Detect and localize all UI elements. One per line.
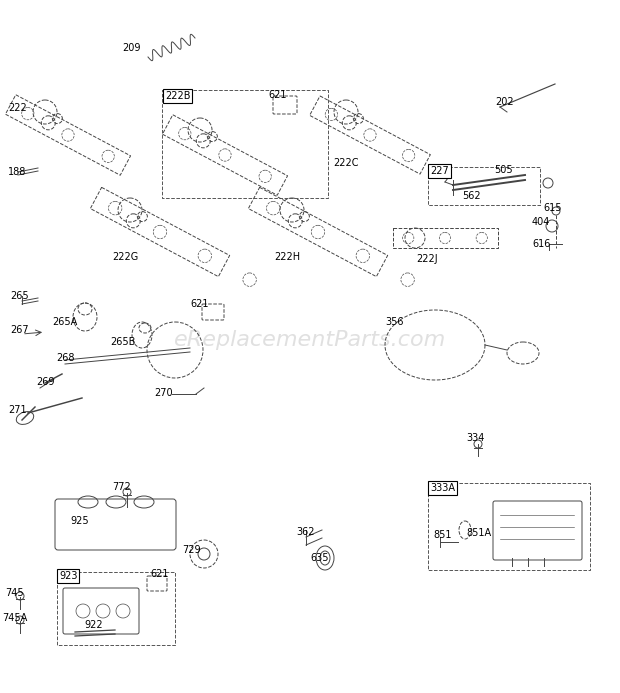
Text: 729: 729: [182, 545, 201, 555]
Text: 404: 404: [532, 217, 551, 227]
Text: 635: 635: [310, 553, 329, 563]
Text: 267: 267: [10, 325, 29, 335]
Text: 615: 615: [543, 203, 562, 213]
Text: 851: 851: [433, 530, 451, 540]
Text: 265A: 265A: [52, 317, 78, 327]
Text: 222: 222: [8, 103, 27, 113]
Text: 265B: 265B: [110, 337, 135, 347]
Text: 222H: 222H: [274, 252, 300, 262]
Text: 268: 268: [56, 353, 74, 363]
FancyBboxPatch shape: [273, 96, 297, 114]
Text: 269: 269: [36, 377, 55, 387]
Text: 925: 925: [70, 516, 89, 526]
Text: 222G: 222G: [112, 252, 138, 262]
Text: 227: 227: [430, 166, 449, 176]
Text: 270: 270: [154, 388, 172, 398]
Text: 621: 621: [190, 299, 208, 309]
FancyBboxPatch shape: [147, 576, 167, 591]
Text: 222C: 222C: [333, 158, 358, 168]
Text: 334: 334: [466, 433, 484, 443]
Text: 621: 621: [268, 90, 286, 100]
Text: 333A: 333A: [430, 483, 455, 493]
Text: 745A: 745A: [2, 613, 27, 623]
Text: 922: 922: [84, 620, 103, 630]
Text: 202: 202: [495, 97, 513, 107]
Text: 222B: 222B: [165, 91, 190, 101]
Text: 923: 923: [59, 571, 78, 581]
FancyBboxPatch shape: [493, 501, 582, 560]
Text: 271: 271: [8, 405, 27, 415]
FancyBboxPatch shape: [202, 304, 224, 320]
Text: 616: 616: [532, 239, 551, 249]
Text: 505: 505: [494, 165, 513, 175]
Text: 621: 621: [150, 569, 169, 579]
Text: 222J: 222J: [416, 254, 438, 264]
Text: 745: 745: [5, 588, 24, 598]
Text: 356: 356: [385, 317, 404, 327]
FancyBboxPatch shape: [55, 499, 176, 550]
Text: 209: 209: [122, 43, 141, 53]
Text: 772: 772: [112, 482, 131, 492]
Text: 562: 562: [462, 191, 480, 201]
FancyBboxPatch shape: [63, 588, 139, 634]
Text: 362: 362: [296, 527, 314, 537]
Text: 851A: 851A: [466, 528, 491, 538]
Text: 188: 188: [8, 167, 27, 177]
Text: eReplacementParts.com: eReplacementParts.com: [174, 330, 446, 349]
Text: 265: 265: [10, 291, 29, 301]
